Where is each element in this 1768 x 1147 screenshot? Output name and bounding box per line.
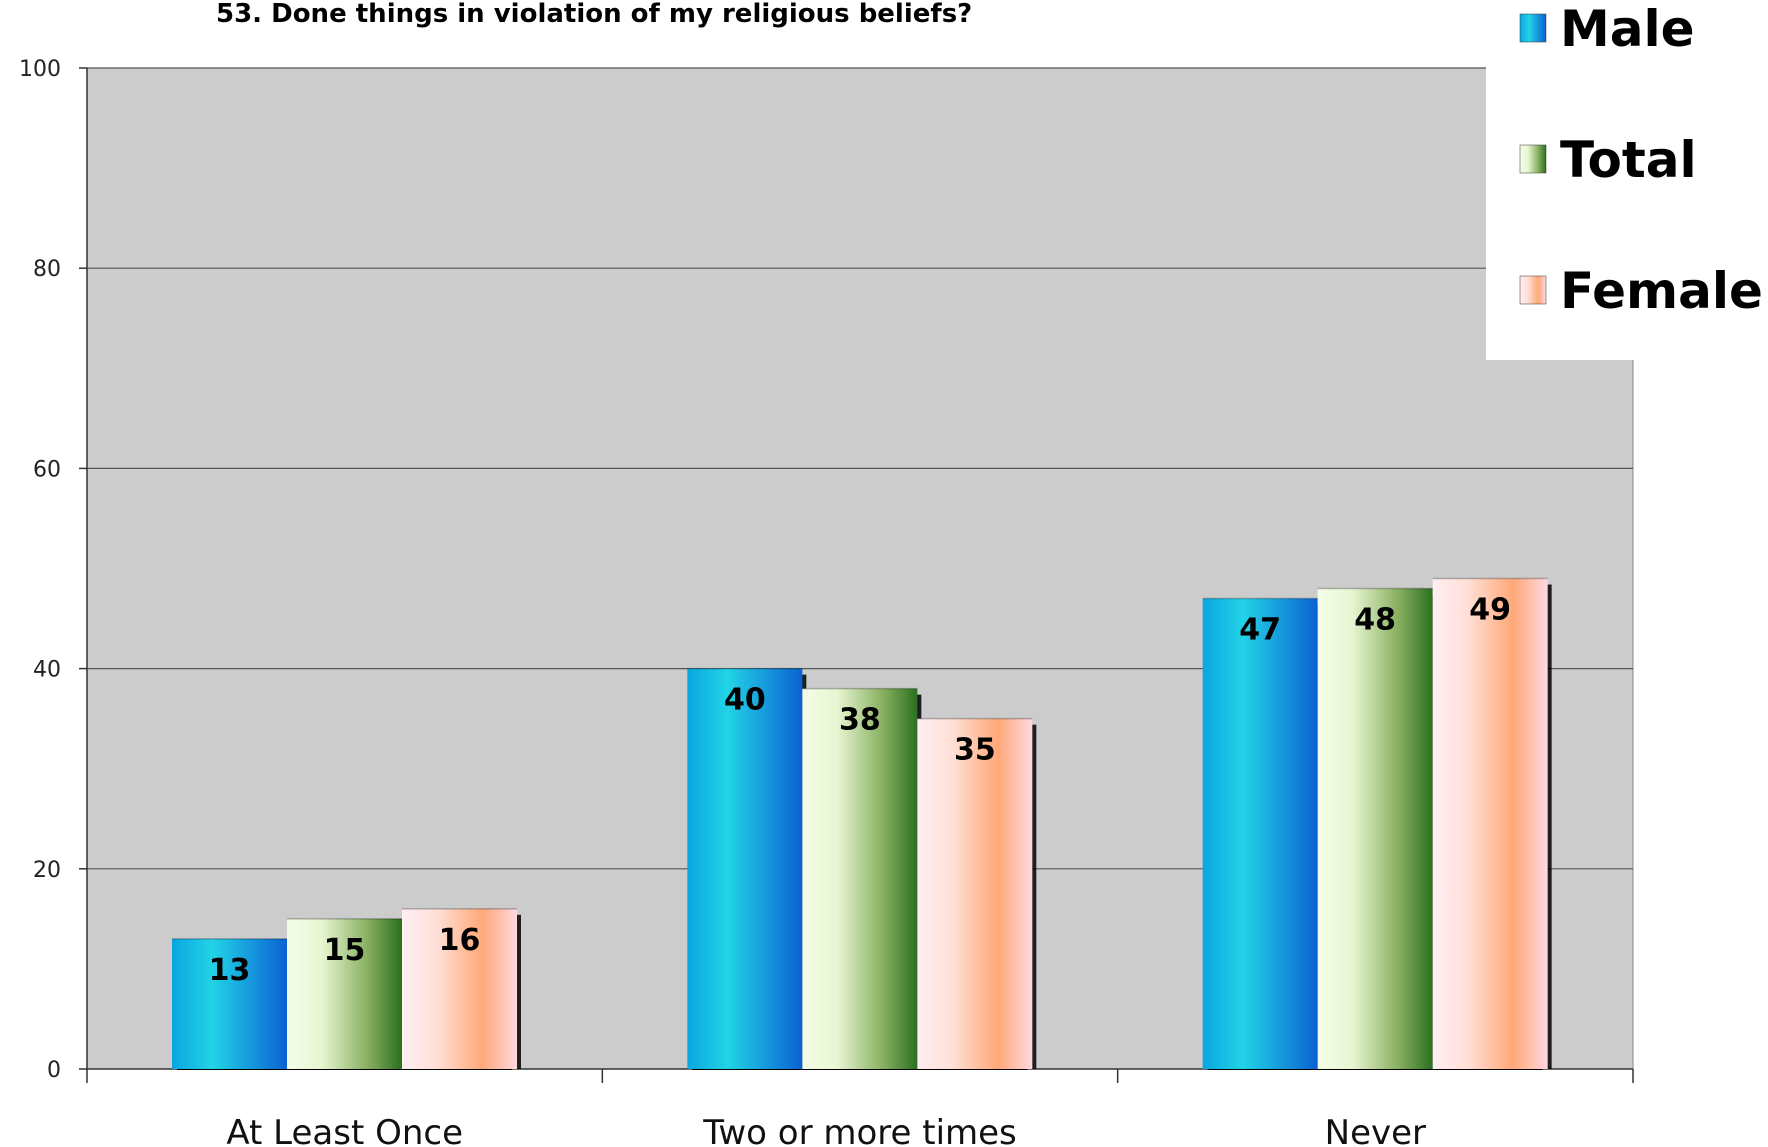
category-label: Two or more times: [702, 1113, 1017, 1147]
bar-total-0: [287, 918, 402, 1069]
data-label: 38: [839, 703, 881, 738]
data-label: 35: [954, 733, 996, 768]
legend: Male Total Female: [1486, 0, 1763, 360]
data-label: 47: [1239, 613, 1281, 648]
bar-shadow: [1545, 584, 1552, 1069]
legend-box: [1486, 0, 1634, 360]
data-label: 16: [439, 923, 481, 958]
bar-shadow: [1030, 724, 1037, 1069]
legend-swatch-female: [1519, 275, 1547, 305]
y-tick-label: 20: [33, 858, 61, 883]
data-label: 48: [1354, 603, 1396, 638]
bar-male-0: [172, 938, 287, 1069]
y-tick-labels: 0 20 40 60 80 100: [19, 57, 61, 1083]
data-label: 13: [209, 953, 251, 988]
bar-total-1: [802, 688, 918, 1069]
legend-swatch-total: [1519, 144, 1547, 174]
bars: [172, 577, 1552, 1070]
data-labels: 13 15 16 40 38 35 47 48 49: [209, 593, 1511, 988]
data-label: 40: [724, 683, 766, 718]
data-label: 15: [324, 933, 366, 968]
category-label: Never: [1325, 1113, 1426, 1147]
bar-male-2: [1202, 598, 1318, 1069]
bar-total-2: [1317, 588, 1433, 1069]
bar-female-1: [917, 718, 1033, 1069]
legend-swatch-male: [1519, 13, 1547, 43]
y-tick-label: 100: [19, 57, 61, 82]
bar-shadow: [515, 914, 521, 1069]
data-label: 49: [1469, 593, 1511, 628]
bar-male-1: [687, 668, 803, 1069]
y-tick-label: 80: [33, 257, 61, 282]
category-label: At Least Once: [226, 1113, 463, 1147]
legend-label-female: Female: [1560, 262, 1763, 320]
bar-female-0: [402, 908, 517, 1069]
bar-female-2: [1432, 578, 1548, 1069]
x-category-labels: At Least Once Two or more times Never: [226, 1113, 1426, 1147]
y-tick-label: 40: [33, 658, 61, 683]
y-tick-label: 0: [47, 1058, 61, 1083]
legend-label-male: Male: [1560, 0, 1695, 58]
chart-title: 53. Done things in violation of my relig…: [216, 0, 972, 29]
legend-label-total: Total: [1560, 131, 1697, 189]
y-tick-label: 60: [33, 457, 61, 482]
